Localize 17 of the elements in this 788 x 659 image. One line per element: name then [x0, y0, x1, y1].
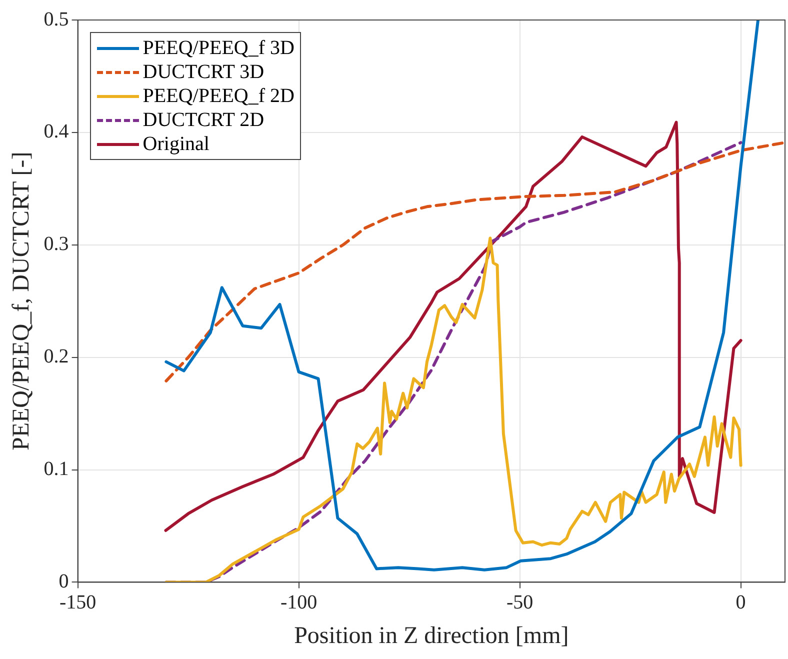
y-tick-label: 0.1 [44, 458, 69, 480]
y-tick-label: 0.3 [44, 233, 69, 256]
legend-label: DUCTCRT 3D [142, 60, 264, 84]
y-tick-label: 0.4 [44, 120, 69, 143]
x-tick-label: 0 [736, 591, 746, 614]
x-tick-label: -150 [59, 591, 96, 614]
legend-label: DUCTCRT 2D [142, 108, 264, 132]
x-axis-title: Position in Z direction [mm] [294, 622, 569, 649]
legend-label: PEEQ/PEEQ_f 2D [142, 84, 294, 108]
x-tick-label: -100 [280, 591, 318, 614]
legend-label: Original [142, 132, 210, 156]
y-tick-label: 0 [58, 570, 69, 592]
y-tick-label: 0.2 [44, 346, 69, 368]
y-tick-label: 0.5 [44, 8, 69, 30]
x-tick-label: -50 [506, 591, 534, 614]
legend-label: PEEQ/PEEQ_f 3D [142, 36, 294, 60]
y-axis-title: PEEQ/PEEQ_f, DUCTCRT [-] [8, 152, 35, 450]
